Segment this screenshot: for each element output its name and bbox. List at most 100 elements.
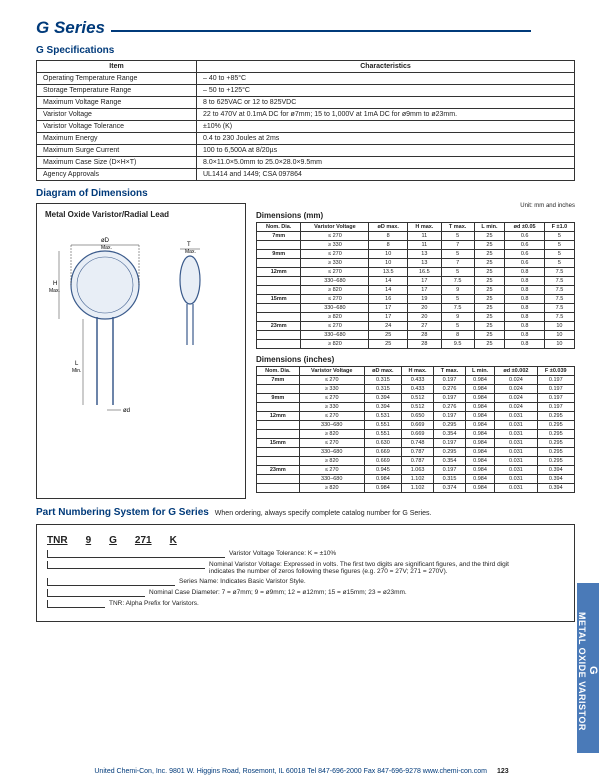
dim-cell: 0.787 <box>401 457 433 466</box>
dim-cell: 0.295 <box>434 421 465 430</box>
spec-heading: G Specifications <box>36 45 575 56</box>
dim-cell: 0.6 <box>505 232 544 241</box>
dim-cell: 0.984 <box>364 484 401 493</box>
dim-cell: 7.5 <box>544 304 574 313</box>
dim-cell: 7.5 <box>544 277 574 286</box>
spec-cell: 100 to 6,500A at 8/20µs <box>197 145 575 157</box>
dim-cell: 25 <box>474 286 505 295</box>
dim-cell <box>257 457 300 466</box>
dim-cell: ≥ 330 <box>301 241 369 250</box>
dim-cell: 25 <box>474 277 505 286</box>
dim-cell: 0.8 <box>505 304 544 313</box>
dim-cell: 0.433 <box>401 376 433 385</box>
dim-cell: 0.276 <box>434 403 465 412</box>
dim-cell: 25 <box>369 340 408 349</box>
dim-cell: 15mm <box>257 295 301 304</box>
dim-cell <box>257 475 300 484</box>
spec-cell: Maximum Surge Current <box>37 145 197 157</box>
dim-cell: 0.669 <box>401 421 433 430</box>
dim-cell: ≤ 270 <box>299 412 364 421</box>
dim-cell: 0.031 <box>495 466 537 475</box>
dim-cell: 330–680 <box>301 304 369 313</box>
dim-cell: 0.8 <box>505 340 544 349</box>
dim-cell: 13.5 <box>369 268 408 277</box>
spec-col-char: Characteristics <box>197 61 575 73</box>
dim-cell: 17 <box>408 277 442 286</box>
dim-cell: ≤ 270 <box>299 466 364 475</box>
spec-table: Item Characteristics Operating Temperatu… <box>36 60 575 181</box>
dim-cell: 0.031 <box>495 412 537 421</box>
dim-cell: 0.031 <box>495 484 537 493</box>
dim-cell: 25 <box>369 331 408 340</box>
pn-part-1: 9 <box>86 535 92 546</box>
dim-cell: 0.295 <box>537 412 575 421</box>
pn-desc: TNR: Alpha Prefix for Varistors. <box>109 600 199 608</box>
pn-desc: Varistor Voltage Tolerance: K = ±10% <box>229 550 336 558</box>
dim-cell: 9 <box>441 313 474 322</box>
dim-cell <box>257 340 301 349</box>
unit-note: Unit: mm and inches <box>256 203 575 209</box>
dim-cell: 0.354 <box>434 457 465 466</box>
footer: United Chemi-Con, Inc. 9801 W. Higgins R… <box>0 768 603 775</box>
dim-cell: 0.031 <box>495 439 537 448</box>
dim-cell: 7mm <box>257 232 301 241</box>
dim-cell: ≤ 270 <box>301 295 369 304</box>
spec-cell: 8 to 625VAC or 12 to 825VDC <box>197 97 575 109</box>
svg-text:Min.: Min. <box>72 368 81 374</box>
dim-cell: 7mm <box>257 376 300 385</box>
spec-cell: Storage Temperature Range <box>37 85 197 97</box>
dim-cell: 1.102 <box>401 484 433 493</box>
svg-text:Max.: Max. <box>101 245 112 251</box>
dim-cell: 13 <box>408 259 442 268</box>
dim-cell: 24 <box>369 322 408 331</box>
dim-cell: 5 <box>441 322 474 331</box>
dim-cell: 0.512 <box>401 394 433 403</box>
dim-cell: 12mm <box>257 268 301 277</box>
dim-cell: 0.433 <box>401 385 433 394</box>
dim-cell: ≥ 330 <box>301 259 369 268</box>
dim-cell: 0.315 <box>364 385 401 394</box>
svg-text:L: L <box>75 361 79 367</box>
svg-text:Max.: Max. <box>49 288 60 294</box>
dim-cell: 0.197 <box>537 403 575 412</box>
dim-cell: ≤ 270 <box>299 394 364 403</box>
dim-cell: 7.5 <box>544 286 574 295</box>
dim-cell: 0.512 <box>401 403 433 412</box>
dim-cell: 0.8 <box>505 331 544 340</box>
pn-note: When ordering, always specify complete c… <box>215 510 432 517</box>
dim-cell: 0.024 <box>495 394 537 403</box>
dim-cell: 5 <box>441 295 474 304</box>
spec-cell: ±10% (K) <box>197 121 575 133</box>
dim-cell: 0.8 <box>505 268 544 277</box>
dim-cell: 0.295 <box>537 439 575 448</box>
dim-cell: 25 <box>474 304 505 313</box>
dim-cell: 0.374 <box>434 484 465 493</box>
dim-cell: 0.8 <box>505 313 544 322</box>
dim-cell: 12mm <box>257 412 300 421</box>
dim-cell: 330–680 <box>299 475 364 484</box>
dim-cell: 25 <box>474 295 505 304</box>
dim-cell: 16 <box>369 295 408 304</box>
dim-cell: 17 <box>408 286 442 295</box>
dim-cell: 0.315 <box>434 475 465 484</box>
pn-desc: Nominal Case Diameter: 7 = ø7mm; 9 = ø9m… <box>149 589 407 597</box>
dim-cell: 9 <box>441 286 474 295</box>
dim-cell: 0.945 <box>364 466 401 475</box>
dim-heading: Diagram of Dimensions <box>36 188 575 199</box>
dim-cell: 11 <box>408 232 442 241</box>
dim-in-table: Nom. Dia.Varistor VoltageøD max.H max.T … <box>256 366 575 493</box>
dim-cell <box>257 421 300 430</box>
dim-cell: 17 <box>369 304 408 313</box>
dim-cell: 0.8 <box>505 322 544 331</box>
dim-cell: 1.063 <box>401 466 433 475</box>
dim-cell: 0.197 <box>434 466 465 475</box>
dim-in-heading: Dimensions (inches) <box>256 355 575 364</box>
varistor-diagram: øD Max. T Max. H Max. L Min. ød <box>45 225 235 415</box>
dim-cell: ≥ 820 <box>301 286 369 295</box>
dim-cell: 17 <box>369 313 408 322</box>
dim-cell: 0.551 <box>364 421 401 430</box>
dim-cell <box>257 259 301 268</box>
dim-cell: 0.276 <box>434 385 465 394</box>
dim-cell: 0.354 <box>434 430 465 439</box>
dim-cell: 13 <box>408 250 442 259</box>
